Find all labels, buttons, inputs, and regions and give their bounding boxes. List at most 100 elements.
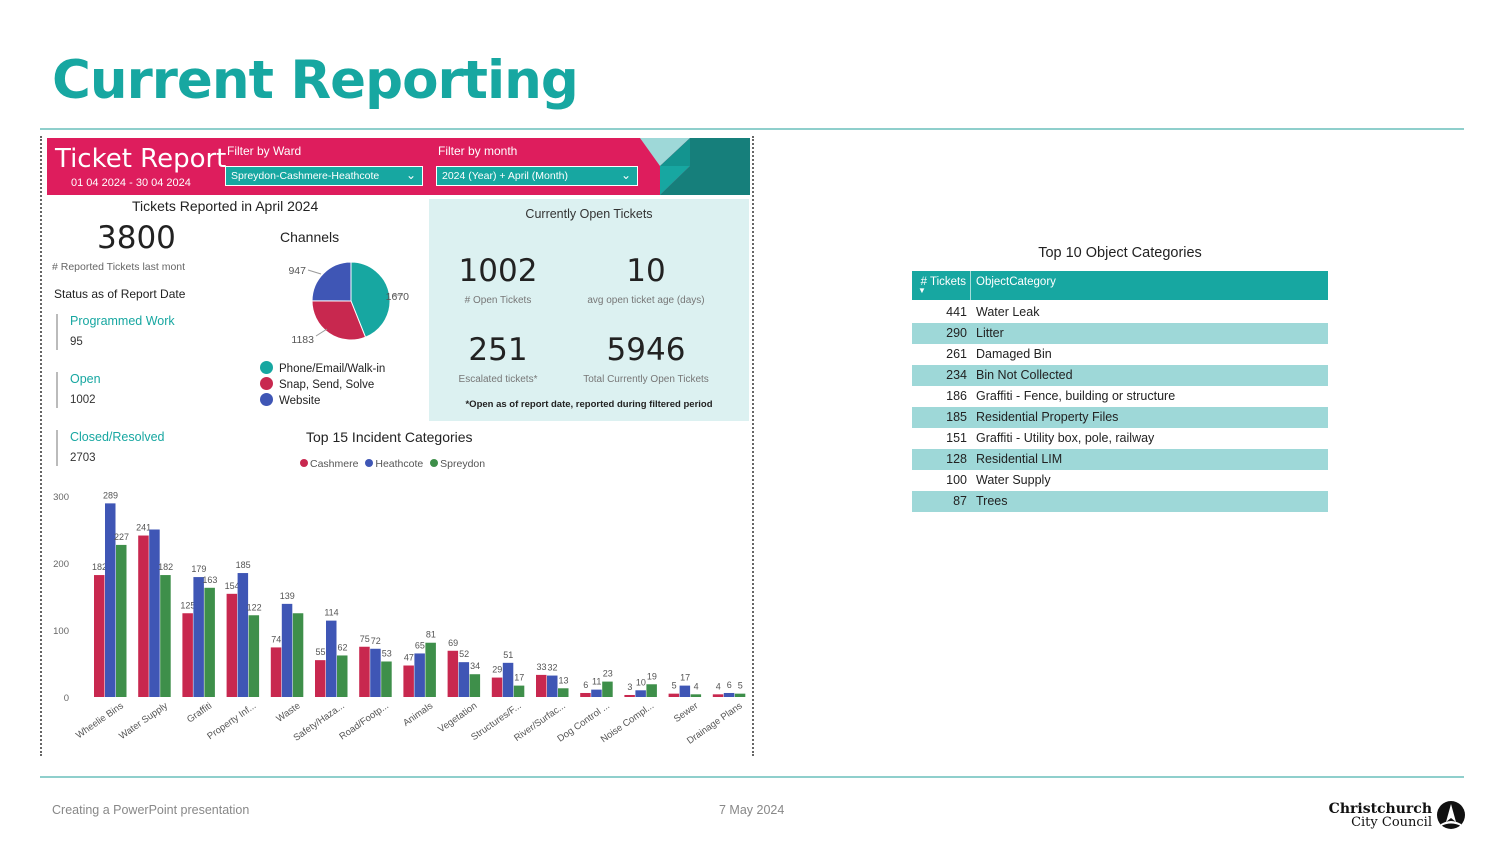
bar-value-label: 33 <box>536 662 546 672</box>
footer-date: 7 May 2024 <box>719 803 785 817</box>
channel-legend-item: Website <box>260 393 320 407</box>
bar <box>94 575 105 697</box>
object-category-cell: Residential LIM <box>976 452 1063 466</box>
bar <box>326 620 337 697</box>
bar-value-label: 51 <box>503 650 513 660</box>
total-open-tickets: 5946 <box>606 332 686 368</box>
bar <box>160 575 171 697</box>
reported-total: 3800 <box>97 220 176 256</box>
channel-legend-item: Snap, Send, Solve <box>260 377 374 391</box>
table-row: 186 Graffiti - Fence, building or structu… <box>912 386 1328 407</box>
logo-line-1: Christchurch <box>1328 801 1432 817</box>
bar <box>447 650 459 697</box>
legend-label: Snap, Send, Solve <box>279 379 375 391</box>
pie-slice <box>311 261 352 302</box>
bar-value-label: 179 <box>191 564 206 574</box>
bar-value-label: 5 <box>672 681 677 691</box>
chevron-down-icon: ⌄ <box>620 168 631 182</box>
cathedral-logo-icon <box>1437 801 1465 829</box>
reported-title: Tickets Reported in April 2024 <box>132 198 319 214</box>
incident-chart-legend: Cashmere Heathcote Spreydon <box>300 458 489 470</box>
ticket-count-cell: 441 <box>946 305 967 319</box>
bar-value-label: 69 <box>448 638 458 648</box>
bar <box>547 675 558 697</box>
avg-ticket-age: 10 <box>626 253 666 289</box>
bar <box>723 692 735 697</box>
chevron-down-icon: ⌄ <box>405 168 416 182</box>
pie-leader-line <box>307 269 322 275</box>
status-label: Closed/Resolved <box>70 430 165 444</box>
status-value: 1002 <box>70 394 96 406</box>
bar-value-label: 74 <box>271 634 281 644</box>
bar <box>458 662 470 697</box>
bar <box>414 653 425 697</box>
bar-value-label: 122 <box>247 602 262 612</box>
bar <box>425 642 436 697</box>
council-logo: Christchurch City Council <box>1329 800 1466 832</box>
legend-label: Spreydon <box>440 458 486 470</box>
bar-value-label: 182 <box>92 562 107 572</box>
bar <box>281 603 293 697</box>
y-tick-label: 200 <box>53 559 69 570</box>
top-divider <box>40 128 1464 130</box>
pie-value-label: 947 <box>288 265 306 277</box>
column-separator <box>970 271 971 300</box>
sort-desc-icon: ▼ <box>918 286 926 295</box>
x-tick-label: Sewer <box>672 700 700 724</box>
filter-ward-dropdown[interactable]: Spreydon-Cashmere-Heathcote ⌄ <box>225 166 423 186</box>
ticket-report-title: Ticket Report <box>55 144 227 174</box>
pie-slice <box>350 261 391 338</box>
bar-value-label: 4 <box>694 681 699 691</box>
legend-label: Phone/Email/Walk-in <box>279 363 386 375</box>
bar-value-label: 125 <box>180 600 195 610</box>
object-categories-table: Top 10 Object Categories # Tickets ▼ Obje… <box>912 245 1328 512</box>
bar-value-label: 3 <box>627 682 632 692</box>
legend-label: Heathcote <box>375 458 424 470</box>
bar-value-label: 241 <box>136 523 151 533</box>
avg-ticket-age-caption: avg open ticket age (days) <box>587 295 705 306</box>
bar-value-label: 163 <box>202 575 217 585</box>
bar <box>690 694 702 697</box>
bar-value-label: 62 <box>337 642 347 652</box>
channel-legend-item: Phone/Email/Walk-in <box>260 361 385 375</box>
status-value: 2703 <box>70 452 96 464</box>
x-tick-label: Road/Footp... <box>337 700 390 742</box>
ticket-report-header: Ticket Report 01 04 2024 - 30 04 2024 Fi… <box>47 138 750 195</box>
filter-month-dropdown[interactable]: 2024 (Year) + April (Month) ⌄ <box>436 166 638 186</box>
bottom-divider <box>40 776 1464 778</box>
bar-value-label: 34 <box>470 661 480 671</box>
legend-swatch <box>365 459 374 467</box>
bar-value-label: 13 <box>558 675 568 685</box>
bar <box>149 529 160 697</box>
open-tickets-count: 1002 <box>458 253 538 289</box>
column-header-object-category[interactable]: ObjectCategory <box>976 276 1056 288</box>
x-tick-label: Property Inf... <box>205 700 258 742</box>
pie-value-label: 1670 <box>386 291 410 303</box>
bar-value-label: 6 <box>583 680 588 690</box>
table-header: # Tickets ▼ ObjectCategory <box>912 271 1328 300</box>
bar <box>536 674 547 697</box>
bar-value-label: 55 <box>315 647 325 657</box>
ticket-count-cell: 128 <box>946 452 967 466</box>
table-row: 441 Water Leak <box>912 302 1328 323</box>
bar-value-label: 81 <box>426 630 436 640</box>
bar-value-label: 5 <box>738 681 743 691</box>
bar <box>105 503 116 697</box>
column-header-tickets[interactable]: # Tickets ▼ <box>912 276 968 295</box>
x-tick-label: Animals <box>401 700 435 729</box>
table-row: 185 Residential Property Files <box>912 407 1328 428</box>
bar <box>558 688 569 697</box>
table-row: 290 Litter <box>912 323 1328 344</box>
bar <box>502 662 514 697</box>
bar-value-label: 17 <box>514 673 524 683</box>
ticket-count-cell: 100 <box>946 473 967 487</box>
object-category-cell: Water Supply <box>976 473 1051 487</box>
table-row: 261 Damaged Bin <box>912 344 1328 365</box>
ticket-dashboard: Ticket Report 01 04 2024 - 30 04 2024 Fi… <box>40 136 754 756</box>
bar-value-label: 47 <box>404 653 414 663</box>
bar-value-label: 17 <box>680 673 690 683</box>
open-tickets-panel: Currently Open Tickets 1002 # Open Ticke… <box>429 199 749 421</box>
x-tick-label: Water Supply <box>117 700 170 742</box>
bar <box>580 692 591 697</box>
